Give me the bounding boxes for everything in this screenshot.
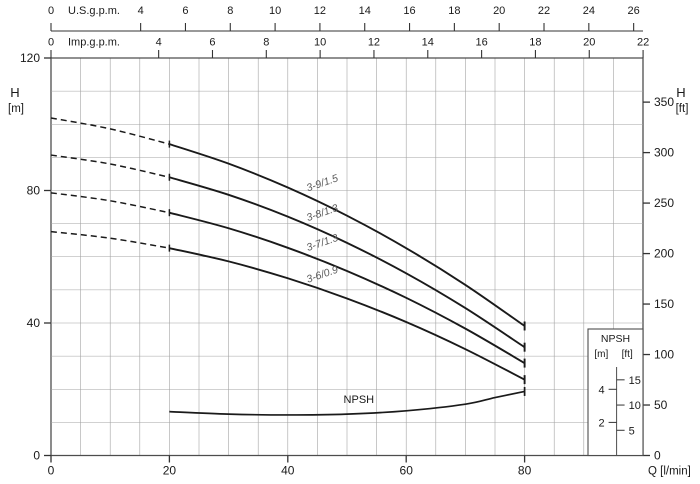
svg-text:24: 24 xyxy=(583,5,595,17)
svg-text:[ft]: [ft] xyxy=(676,103,689,115)
svg-text:12: 12 xyxy=(314,5,326,17)
svg-text:U.S.g.p.m.: U.S.g.p.m. xyxy=(68,5,120,17)
svg-text:H: H xyxy=(10,85,19,100)
svg-text:0: 0 xyxy=(33,449,40,463)
svg-text:60: 60 xyxy=(400,464,414,478)
svg-text:0: 0 xyxy=(48,37,54,49)
svg-text:18: 18 xyxy=(448,5,460,17)
svg-text:6: 6 xyxy=(209,37,215,49)
svg-text:Imp.g.p.m.: Imp.g.p.m. xyxy=(68,37,120,49)
svg-text:[m]: [m] xyxy=(594,349,608,360)
svg-text:22: 22 xyxy=(637,37,649,49)
svg-text:120: 120 xyxy=(20,51,40,65)
svg-text:100: 100 xyxy=(654,348,674,362)
svg-text:H: H xyxy=(676,85,685,100)
svg-text:18: 18 xyxy=(529,37,541,49)
svg-text:8: 8 xyxy=(227,5,233,17)
svg-text:2: 2 xyxy=(598,417,604,429)
svg-text:5: 5 xyxy=(629,425,635,437)
svg-text:16: 16 xyxy=(403,5,415,17)
svg-text:[ft]: [ft] xyxy=(622,349,633,360)
svg-text:150: 150 xyxy=(654,297,674,311)
svg-text:10: 10 xyxy=(629,400,641,412)
svg-text:20: 20 xyxy=(583,37,595,49)
svg-text:26: 26 xyxy=(628,5,640,17)
svg-text:Q [l/min]: Q [l/min] xyxy=(648,466,691,478)
svg-text:4: 4 xyxy=(598,384,604,396)
svg-text:40: 40 xyxy=(281,464,295,478)
svg-text:10: 10 xyxy=(314,37,326,49)
svg-text:4: 4 xyxy=(138,5,144,17)
svg-text:20: 20 xyxy=(493,5,505,17)
svg-text:[m]: [m] xyxy=(8,103,24,115)
svg-text:0: 0 xyxy=(48,464,55,478)
svg-text:14: 14 xyxy=(359,5,371,17)
svg-text:350: 350 xyxy=(654,95,674,109)
svg-text:22: 22 xyxy=(538,5,550,17)
svg-text:300: 300 xyxy=(654,146,674,160)
svg-text:200: 200 xyxy=(654,247,674,261)
svg-text:16: 16 xyxy=(475,37,487,49)
svg-text:20: 20 xyxy=(163,464,177,478)
svg-text:0: 0 xyxy=(48,5,54,17)
svg-text:80: 80 xyxy=(518,464,532,478)
svg-text:4: 4 xyxy=(156,37,162,49)
svg-text:50: 50 xyxy=(654,398,668,412)
svg-text:40: 40 xyxy=(27,316,41,330)
svg-text:14: 14 xyxy=(422,37,434,49)
svg-text:10: 10 xyxy=(269,5,281,17)
svg-text:6: 6 xyxy=(182,5,188,17)
svg-text:80: 80 xyxy=(27,184,41,198)
svg-text:8: 8 xyxy=(263,37,269,49)
svg-text:NPSH: NPSH xyxy=(601,333,630,345)
svg-text:12: 12 xyxy=(368,37,380,49)
svg-text:0: 0 xyxy=(654,449,661,463)
svg-text:250: 250 xyxy=(654,196,674,210)
svg-text:NPSH: NPSH xyxy=(344,394,375,406)
svg-text:15: 15 xyxy=(629,375,641,387)
